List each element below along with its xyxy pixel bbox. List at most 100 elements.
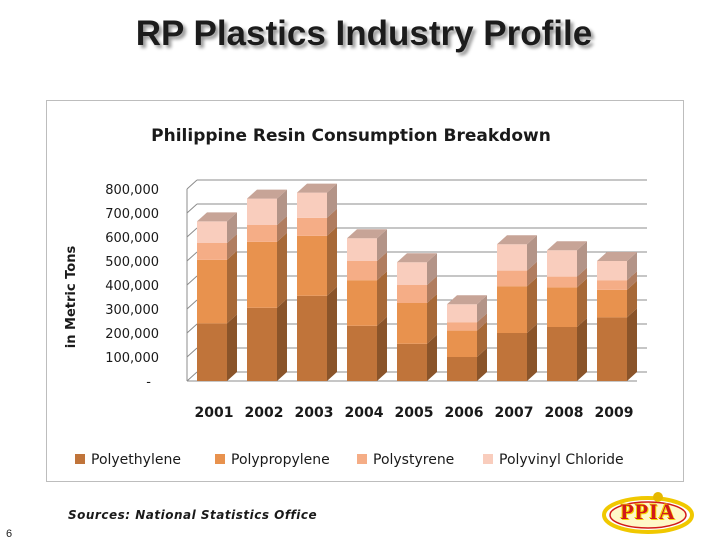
bar-segment	[247, 241, 277, 308]
y-axis-label: in Metric Tons	[64, 246, 79, 349]
bar-segment-side	[477, 295, 487, 323]
legend-swatch	[483, 454, 493, 464]
y-tick-label: 500,000	[105, 255, 159, 270]
bar-top	[597, 252, 637, 261]
bar-segment	[597, 261, 627, 281]
x-tick-label: 2007	[495, 405, 534, 421]
bar-top	[447, 295, 487, 305]
legend-label: Polystyrene	[373, 452, 454, 468]
bar-top	[247, 189, 287, 199]
grid-line-depth	[186, 347, 198, 358]
bar-segment-side	[577, 241, 587, 277]
legend-label: Polyethylene	[91, 452, 181, 468]
y-tick-label: 300,000	[105, 303, 159, 318]
bar-segment	[597, 289, 627, 318]
bar-stack-2004	[347, 229, 387, 381]
grid-line-depth	[186, 251, 198, 262]
bar-top	[397, 253, 437, 263]
chart-frame: Philippine Resin Consumption Breakdown i…	[46, 100, 684, 482]
grid-line-depth	[186, 299, 198, 310]
bar-segment	[347, 280, 377, 326]
bar-segment-side	[477, 313, 487, 331]
bar-segment-side	[427, 294, 437, 344]
bar-segment	[197, 221, 227, 243]
bar-segment-side	[527, 277, 537, 333]
bar-segment	[447, 304, 477, 323]
bar-segment-side	[627, 308, 637, 381]
bar-stack-2008	[547, 241, 587, 381]
bar-segment-side	[477, 348, 487, 381]
slide-title: RP Plastics Industry Profile	[135, 14, 593, 53]
bar-top	[497, 235, 537, 245]
bar-segment-side	[377, 271, 387, 326]
bar-segment-side	[627, 280, 637, 318]
bar-segment-side	[427, 253, 437, 285]
bar-segment	[197, 323, 227, 381]
bar-segment	[347, 325, 377, 381]
page-number: 6	[6, 528, 13, 540]
bar-segment	[397, 343, 427, 381]
legend-label: Polyvinyl Chloride	[499, 452, 624, 468]
bar-segment-side	[227, 234, 237, 260]
y-axis-ticks: - 100,000 200,000 300,000 400,000 500,000 600,…	[105, 183, 159, 390]
chart-title: Philippine Resin Consumption Breakdown	[151, 126, 551, 146]
legend-swatch	[75, 454, 85, 464]
bar-stack-2006	[447, 295, 487, 381]
bar-segment-side	[277, 298, 287, 381]
x-tick-label: 2003	[295, 405, 334, 421]
bar-segment-side	[227, 314, 237, 381]
bar-segment-side	[427, 334, 437, 381]
source-note: Sources: National Statistics Office	[68, 508, 318, 522]
bar-segment-side	[577, 278, 587, 327]
bar-segment	[347, 261, 377, 281]
bar-stack-2009	[597, 252, 637, 381]
logo-text: PPIA	[620, 499, 676, 524]
bar-segment	[497, 333, 527, 381]
grid-line-depth	[186, 371, 198, 382]
x-tick-label: 2002	[245, 405, 284, 421]
bar-segment	[497, 286, 527, 333]
bar-segment	[247, 225, 277, 242]
x-tick-label: 2006	[445, 405, 484, 421]
bar-segment	[297, 192, 327, 218]
bar-segment-side	[577, 318, 587, 381]
bar-stack-2002	[247, 189, 287, 381]
bar-segment-side	[327, 226, 337, 296]
bar-segment-side	[277, 232, 287, 308]
bar-segment	[297, 295, 327, 381]
x-tick-label: 2009	[595, 405, 634, 421]
bar-segment-side	[277, 216, 287, 242]
legend-swatch	[357, 454, 367, 464]
bar-segment-side	[377, 316, 387, 381]
bar-segment	[247, 307, 277, 381]
bar-segment	[397, 285, 427, 303]
bar-stack-2007	[497, 235, 537, 381]
bar-top	[197, 212, 237, 222]
bar-stack-2003	[297, 183, 337, 381]
bar-segment	[447, 330, 477, 357]
bar-segment	[547, 276, 577, 288]
resin-consumption-chart: Philippine Resin Consumption Breakdown i…	[64, 126, 647, 468]
bar-segment-side	[277, 189, 287, 225]
bar-segment-side	[327, 183, 337, 218]
bar-segment	[447, 357, 477, 381]
y-tick-label: 700,000	[105, 207, 159, 222]
bar-segment-side	[227, 250, 237, 324]
bar-segment-side	[627, 252, 637, 281]
bar-segment	[447, 322, 477, 331]
grid-line-depth	[186, 275, 198, 286]
x-tick-label: 2004	[345, 405, 384, 421]
y-tick-label: -	[146, 375, 151, 390]
x-axis-ticks: 2001 2002 2003 2004 2005 2006 2007 2008 2009	[195, 405, 634, 421]
bar-segment	[547, 250, 577, 277]
ppia-logo: PPIA	[600, 488, 696, 538]
bar-segment	[197, 259, 227, 324]
legend-label: Polypropylene	[231, 452, 330, 468]
bar-segment	[347, 238, 377, 261]
y-tick-label: 600,000	[105, 231, 159, 246]
bar-segment-side	[527, 235, 537, 271]
x-tick-label: 2001	[195, 405, 234, 421]
grid-line-depth	[186, 203, 198, 214]
bar-segment-side	[627, 271, 637, 290]
grid-line-depth	[186, 179, 198, 190]
